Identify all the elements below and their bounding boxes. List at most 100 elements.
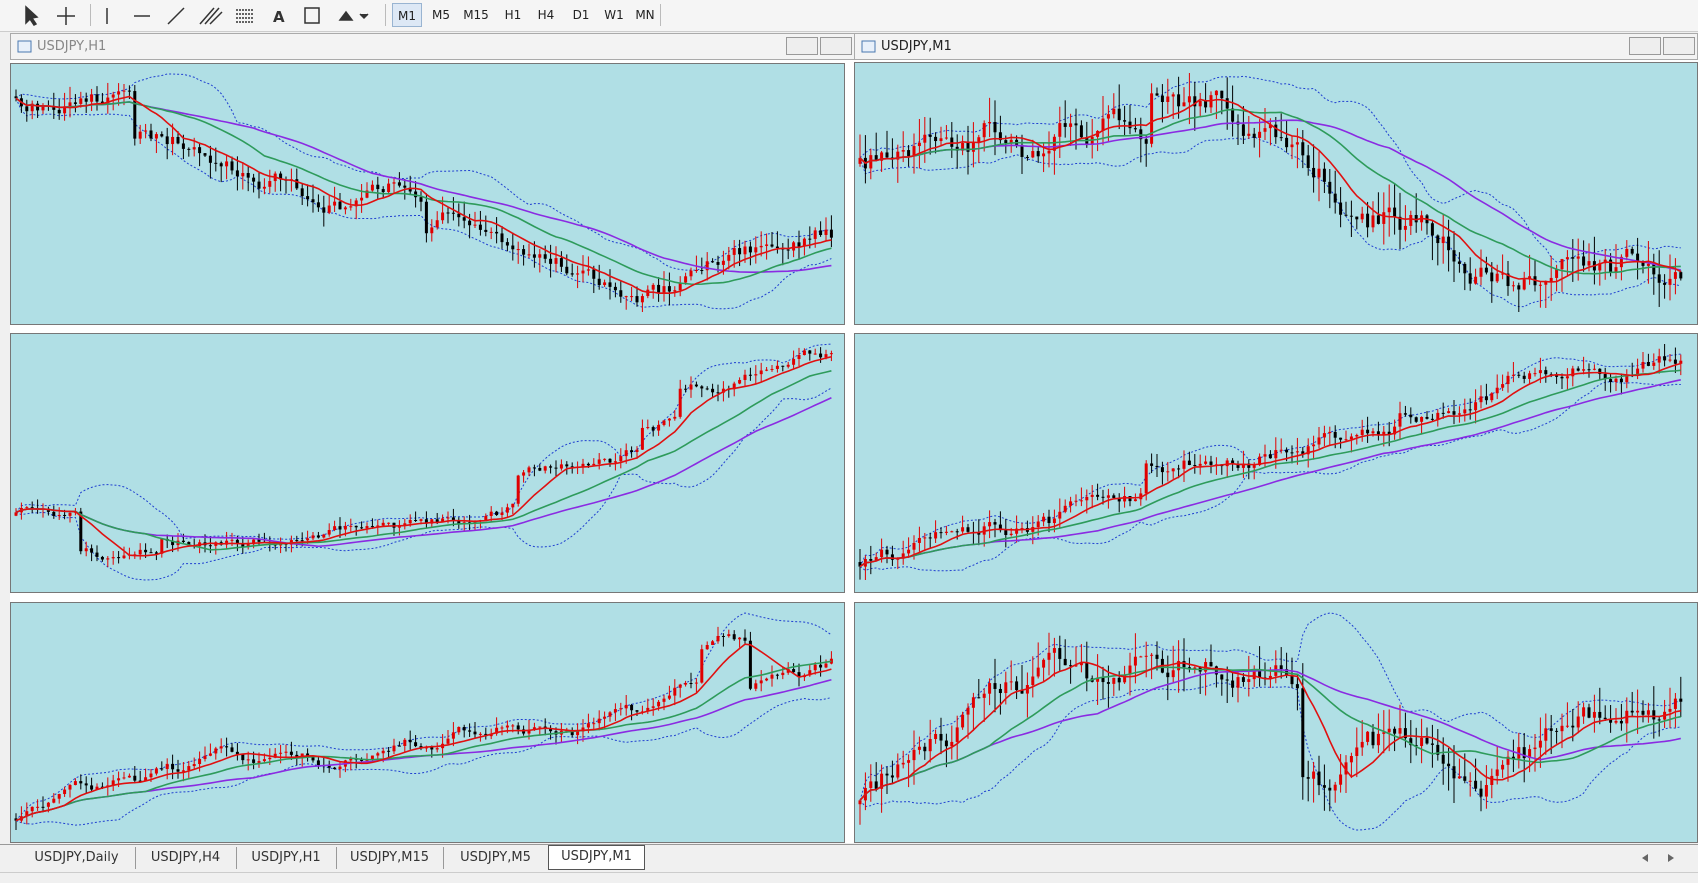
candle-body: [955, 727, 959, 742]
candle-body: [1020, 144, 1024, 157]
candle-body: [603, 716, 607, 719]
candle-body: [181, 540, 185, 542]
candle-body: [901, 762, 905, 765]
candle-body: [727, 634, 731, 637]
candle-body: [57, 109, 61, 114]
candle-body: [1592, 368, 1596, 370]
candle-body: [1420, 737, 1424, 746]
ma-fast: [859, 362, 1682, 568]
arrows-tool[interactable]: [338, 10, 369, 21]
chart-tab[interactable]: USDJPY,M5: [443, 847, 549, 869]
candle-body: [1484, 396, 1488, 401]
candle-body: [923, 134, 927, 143]
candle-body: [1452, 411, 1456, 415]
candle-body: [414, 742, 418, 747]
candle-body: [241, 543, 245, 547]
timeframe-button[interactable]: M15: [463, 8, 489, 22]
chart-tab[interactable]: USDJPY,H4: [135, 847, 237, 869]
minimize-button[interactable]: [786, 37, 818, 55]
chart-tab[interactable]: USDJPY,Daily: [18, 847, 136, 869]
chart-pane: [10, 333, 845, 593]
candle-body: [613, 709, 617, 713]
candle-body: [1560, 725, 1564, 732]
candle-body: [306, 196, 310, 200]
candle-body: [597, 459, 601, 464]
chart-tab[interactable]: USDJPY,M15: [336, 847, 444, 869]
candle-body: [694, 270, 698, 272]
chart-tab[interactable]: USDJPY,H1: [236, 847, 337, 869]
candle-body: [246, 173, 250, 178]
candle-body: [1490, 393, 1494, 401]
candle-body: [500, 727, 504, 729]
candle-body: [1220, 90, 1224, 99]
timeframe-button[interactable]: H4: [537, 8, 555, 22]
candle-body: [1447, 411, 1451, 414]
candle-body: [511, 245, 515, 250]
candle-body: [30, 103, 34, 112]
candle-body: [885, 773, 889, 776]
candle-body: [603, 458, 607, 460]
candle-body: [971, 697, 975, 708]
candle-body: [495, 511, 499, 516]
crosshair-tool[interactable]: [57, 7, 75, 25]
candle-body: [950, 531, 954, 533]
timeframe-button[interactable]: D1: [572, 8, 590, 22]
candle-body: [14, 512, 18, 516]
tab-scroll[interactable]: [1628, 847, 1688, 869]
candle-body: [673, 416, 677, 419]
chart-window-title: USDJPY,H1: [10, 33, 855, 60]
timeframe-button[interactable]: M5: [432, 8, 450, 22]
candle-body: [478, 733, 482, 735]
candle-body: [657, 701, 661, 707]
timeframe-button[interactable]: H1: [504, 8, 522, 22]
candle-body: [874, 557, 878, 561]
candle-body: [934, 532, 938, 539]
candle-body: [1409, 738, 1413, 746]
candle-body: [354, 525, 358, 528]
candle-body: [770, 244, 774, 247]
candle-body: [565, 464, 569, 467]
candle-body: [1150, 463, 1154, 466]
maximize-button[interactable]: [1663, 37, 1695, 55]
candle-body: [1490, 272, 1494, 282]
text-tool[interactable]: A: [273, 8, 285, 26]
cursor-tool[interactable]: [25, 5, 39, 26]
candle-body: [360, 197, 364, 201]
candle-body: [79, 98, 83, 104]
candle-body: [397, 182, 401, 186]
candle-body: [689, 270, 693, 277]
candle-body: [333, 201, 337, 206]
candle-body: [25, 811, 29, 817]
minimize-button[interactable]: [1629, 37, 1661, 55]
fibo-tool[interactable]: [236, 9, 254, 23]
candle-body: [1501, 273, 1505, 275]
candle-body: [468, 730, 472, 732]
candle-body: [241, 754, 245, 761]
candle-body: [770, 368, 774, 370]
trendline-tool[interactable]: [167, 7, 185, 25]
candle-body: [1155, 93, 1159, 96]
candle-body: [765, 678, 769, 681]
candle-body: [1058, 511, 1062, 519]
candle-body: [1474, 402, 1478, 411]
timeframe-button[interactable]: MN: [635, 8, 655, 22]
candle-body: [716, 262, 720, 265]
candle-body: [225, 161, 229, 167]
candle-body: [1501, 384, 1505, 388]
channel-tool[interactable]: [199, 7, 223, 25]
maximize-button[interactable]: [820, 37, 852, 55]
candle-body: [1074, 123, 1078, 126]
candle-body: [907, 760, 911, 763]
timeframe-button[interactable]: M1: [392, 3, 422, 27]
candle-body: [338, 201, 342, 210]
candle-body: [349, 758, 353, 761]
candle-body: [934, 136, 938, 142]
chart-tab[interactable]: USDJPY,M1: [548, 845, 645, 870]
candle-body: [1425, 737, 1429, 744]
ma-slow: [15, 97, 832, 273]
price-chart: [14, 612, 833, 830]
candle-body: [912, 749, 916, 761]
candle-body: [1295, 451, 1299, 453]
timeframe-button[interactable]: W1: [604, 8, 624, 22]
label-tool[interactable]: [304, 7, 320, 24]
